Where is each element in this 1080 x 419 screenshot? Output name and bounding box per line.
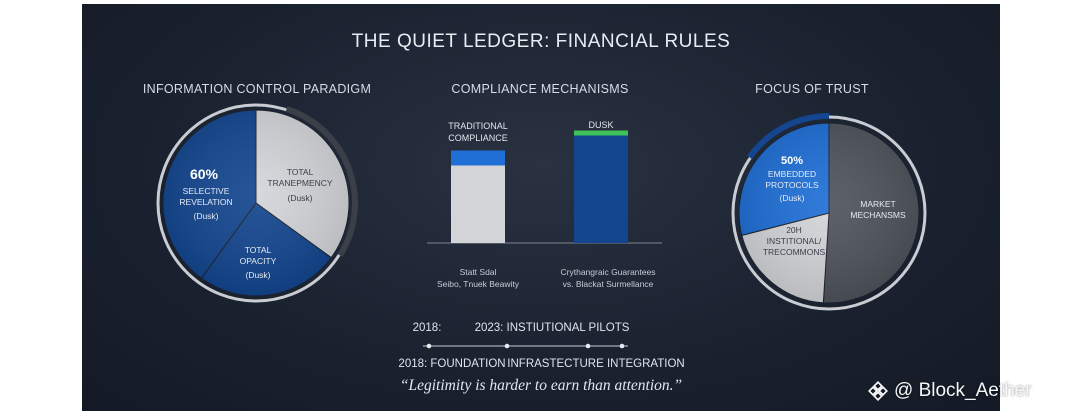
bar-annotation: Seibo, Tnuek Beawity [437,279,520,289]
pie2-title: FOCUS OF TRUST [755,82,869,96]
timeline-label: 2023: INSTIUTIONAL PILOTS [475,322,630,334]
pie2-slice-label: EMBEDDED [768,169,816,179]
timeline-dot [504,343,510,349]
timeline-dot [426,343,432,349]
pie2-slice-label: INSTITIONAL/ [767,236,822,246]
charts-canvas: TOTALTRANEPMENCY(Dusk)TOTALOPACITY(Dusk)… [156,103,927,370]
pie1-slice-label: TOTAL [245,245,272,255]
watermark: @ Block_Aether [868,380,1032,402]
timeline-label: 2018: FOUNDATION [398,358,505,370]
pie1-slice-sublabel: (Dusk) [245,270,270,280]
bar-category-label: TRADITIONAL [448,121,508,131]
bar-title: COMPLIANCE MECHANISMS [451,82,629,96]
bar-annotation: Crythangraic Guarantees [561,267,656,277]
pie2-slice-sublabel: (Dusk) [779,193,804,203]
pie2-slice-label: MECHANSMS [850,210,906,220]
pie2-shade [739,123,919,303]
pie2-slice-label: PROTOCOLS [765,180,819,190]
pie1-ring-shadow [285,105,358,258]
bar-segment [451,150,505,166]
quote: “Legitimity is harder to earn than atten… [399,377,683,394]
bar-annotation: Statt Sdal [460,267,497,277]
watermark-text: @ Block_Aether [894,380,1032,401]
pie1-pct-label: 60% [190,166,219,182]
pie1-slice-label: OPACITY [240,256,277,266]
pie1-title: INFORMATION CONTROL PARADIGM [142,82,372,96]
bar-annotation: vs. Blackat Surmellance [563,279,654,289]
pie2-slice-label: 20H [786,225,802,235]
bar-segment [574,135,628,243]
pie1-slice-label: SELECTIVE [183,186,230,196]
infographic-panel: THE QUIET LEDGER: FINANCIAL RULES INFORM… [82,4,1000,411]
pie1-slice-sublabel: (Dusk) [287,193,312,203]
bar-segment [574,130,628,136]
pie1-slice-sublabel: (Dusk) [193,211,218,221]
bar-segment [451,165,505,243]
timeline-label: INFRASTECTURE INTEGRATION [507,358,684,370]
pie2-pct-label: 50% [781,155,803,167]
binance-logo-icon [868,381,888,401]
pie1-slice-label: TOTAL [287,167,314,177]
pie2-slice-label: TRECOMMONS [763,247,826,257]
pie1-slice-label: TRANEPMENCY [267,178,333,188]
pie1-slice-label: REVELATION [179,197,232,207]
timeline-dot [619,343,625,349]
pie1-shade [163,110,349,296]
bar-category-label: DUSK [588,120,613,130]
timeline-label: 2018: [413,322,442,334]
bar-category-label: COMPLIANCE [448,133,508,143]
page-title: THE QUIET LEDGER: FINANCIAL RULES [351,31,731,52]
pie2-ring-accent [747,113,830,160]
pie2-slice-label: MARKET [860,199,895,209]
timeline-dot [585,343,591,349]
